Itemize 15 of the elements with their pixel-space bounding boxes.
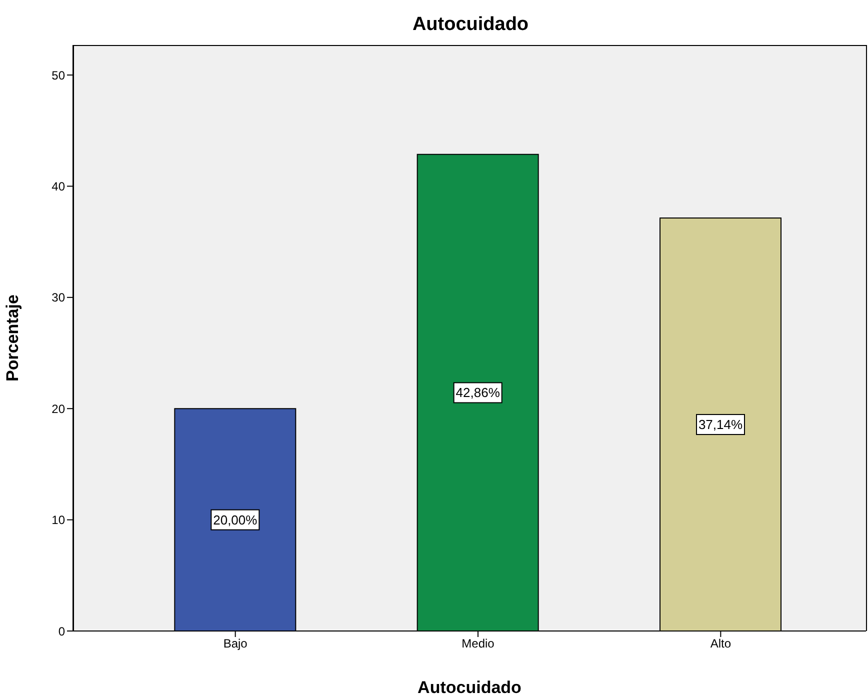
y-tick-label: 50: [52, 68, 66, 82]
x-tick-label: Bajo: [223, 636, 248, 651]
y-tick-label: 10: [52, 513, 66, 528]
data-label: 20,00%: [213, 512, 258, 528]
y-tick-label: 40: [52, 179, 66, 194]
data-label: 37,14%: [698, 417, 743, 432]
x-axis-title: Autocuidado: [418, 678, 522, 695]
x-tick-label: Alto: [710, 636, 732, 651]
y-tick-label: 0: [58, 624, 66, 638]
y-axis-title: Porcentaje: [3, 294, 22, 382]
chart-title: Autocuidado: [411, 14, 530, 36]
x-tick-label: Medio: [462, 636, 495, 651]
data-label: 42,86%: [456, 385, 500, 400]
y-tick-label: 20: [52, 402, 66, 416]
y-tick-label: 30: [52, 290, 66, 305]
